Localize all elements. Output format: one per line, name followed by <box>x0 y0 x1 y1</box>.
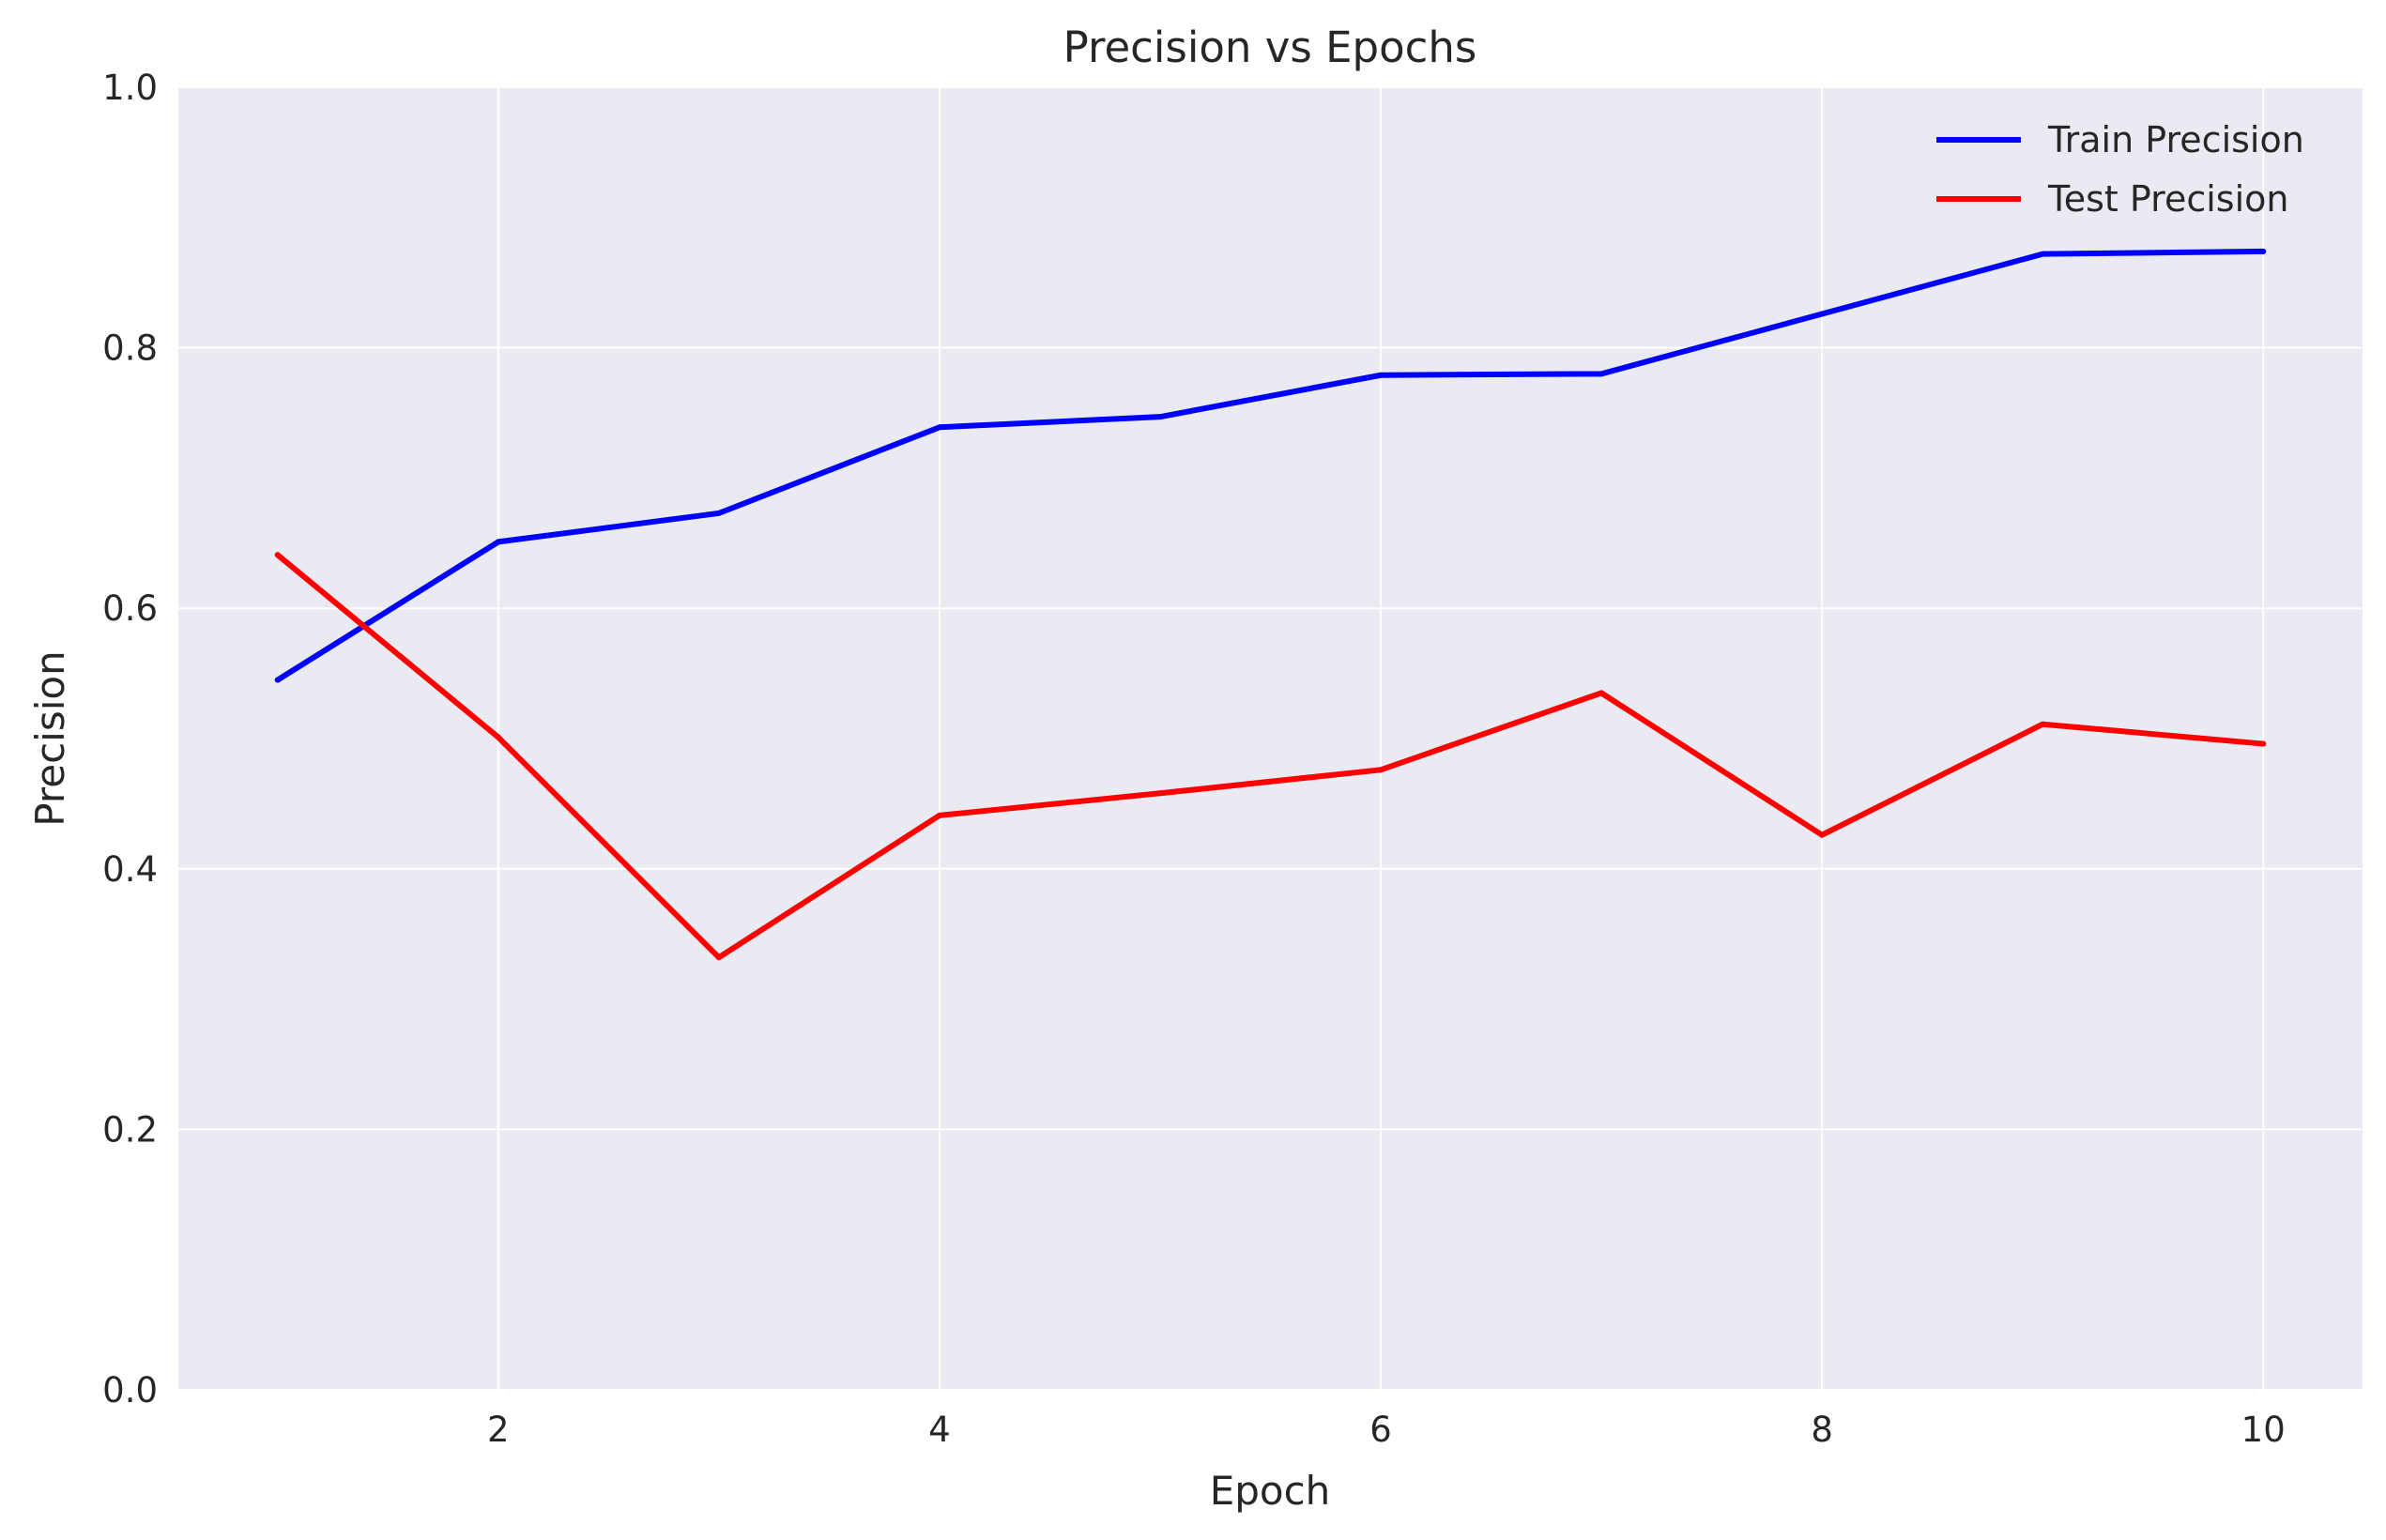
legend-label-train: Train Precision <box>2047 119 2304 160</box>
series-layer <box>274 248 2267 961</box>
data-point <box>2260 248 2267 254</box>
series-line-train-precision <box>274 248 2267 683</box>
y-tick-label: 0.0 <box>102 1370 158 1410</box>
data-point <box>2040 251 2046 257</box>
data-point <box>1819 831 1826 838</box>
data-point <box>2040 721 2046 727</box>
x-tick-label: 2 <box>487 1410 510 1450</box>
data-point <box>495 734 501 740</box>
data-point <box>936 424 942 431</box>
data-point <box>495 539 501 545</box>
data-point <box>274 552 281 558</box>
series-line-test-precision <box>274 552 2267 961</box>
x-axis-label: Epoch <box>1210 1468 1331 1514</box>
data-point <box>715 954 722 961</box>
data-point <box>1378 767 1384 773</box>
y-tick-label: 1.0 <box>102 68 158 108</box>
data-point <box>1819 311 1826 317</box>
data-point <box>1156 790 1163 797</box>
y-tick-label: 0.4 <box>102 849 158 890</box>
data-point <box>1156 414 1163 420</box>
y-tick-label: 0.8 <box>102 328 158 369</box>
y-tick-label: 0.2 <box>102 1109 158 1150</box>
data-point <box>1598 690 1605 696</box>
y-axis-label: Precision <box>27 650 73 826</box>
x-tick-label: 6 <box>1369 1410 1392 1450</box>
chart-title: Precision vs Epochs <box>1063 23 1477 72</box>
tick-labels: 0.0 0.2 0.4 0.6 0.8 1.0 2 4 6 8 10 <box>102 68 2286 1450</box>
x-tick-label: 4 <box>928 1410 951 1450</box>
data-point <box>715 510 722 516</box>
data-point <box>1378 372 1384 378</box>
x-tick-label: 8 <box>1811 1410 1833 1450</box>
legend: Train Precision Test Precision <box>1936 119 2304 220</box>
data-point <box>1598 371 1605 377</box>
y-tick-label: 0.6 <box>102 588 158 629</box>
x-tick-label: 10 <box>2241 1410 2286 1450</box>
legend-label-test: Test Precision <box>2047 178 2288 220</box>
data-point <box>2260 740 2267 747</box>
grid-lines <box>178 86 2363 1391</box>
data-point <box>936 812 942 818</box>
plot-area <box>178 87 2363 1390</box>
data-point <box>274 677 281 683</box>
